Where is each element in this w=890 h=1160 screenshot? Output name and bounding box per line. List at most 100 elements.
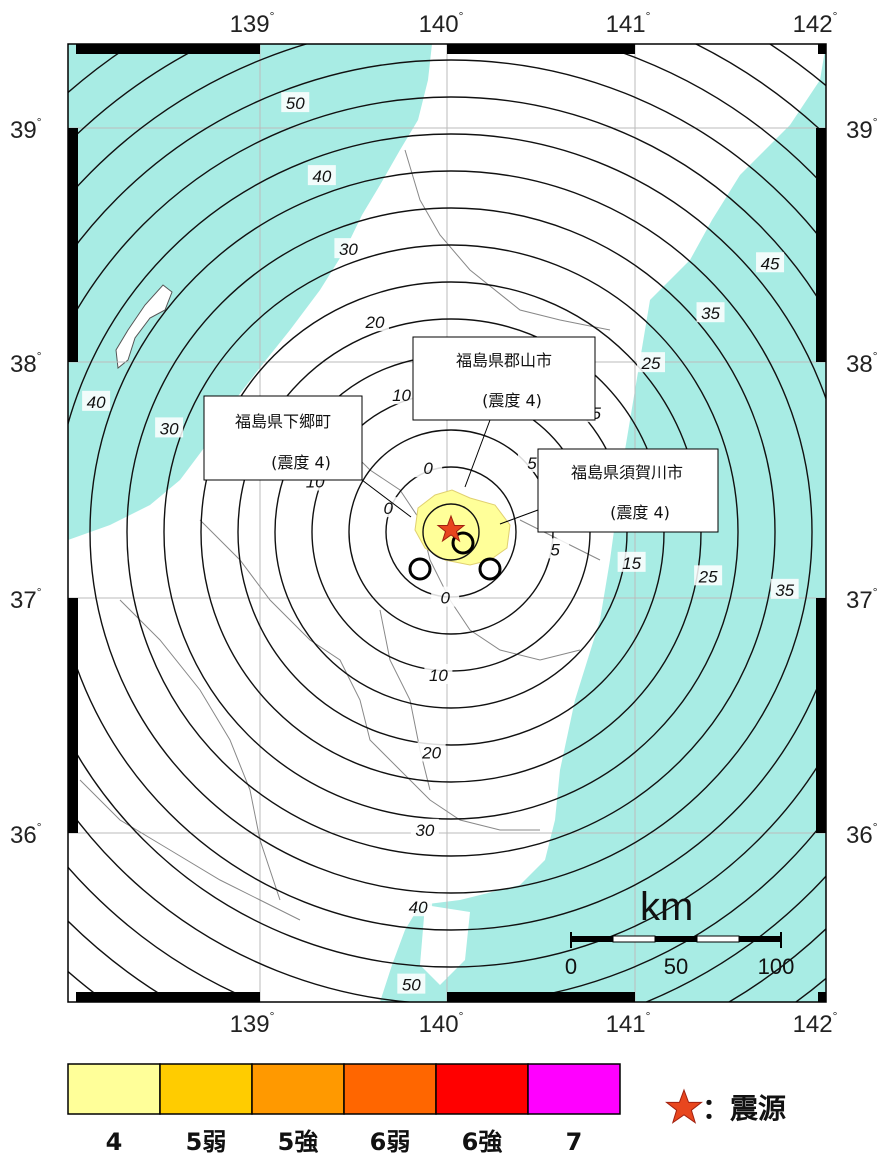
star-icon [665,1088,703,1124]
callouts: 福島県郡山市 (震度 4) 福島県下郷町 (震度 4) 福島県須賀川市 (震度 … [203,336,719,533]
callout-koriyama: 福島県郡山市 (震度 4) [412,336,596,421]
station-marker-sukagawa [478,557,502,581]
contour-label: 35 [775,581,794,600]
frame-tick [76,992,260,1002]
scale-bar: km 0 50 100 [565,885,794,979]
frame-ticks [68,44,826,1002]
lat-tick-right-37: 37° [846,585,878,614]
legend-swatch [67,1063,161,1115]
lon-tick-bottom-142: 142° [793,1009,838,1038]
lon-tick-bottom-141: 141° [606,1009,651,1038]
lat-ticks-right: 39° 38° 37° 36° [846,115,878,849]
lon-tick-top-139: 139° [230,9,275,38]
contour-label-bg [307,165,336,186]
epicenter-star-icon [436,514,466,543]
distance-contour [422,503,480,561]
lat-tick-left-39: 39° [10,115,42,144]
distance-contour [126,207,776,857]
legend-label: 5弱 [186,1128,227,1156]
legend-swatch [435,1063,529,1115]
contour-label-bg [414,457,443,478]
contour-label: 5 [527,454,537,473]
frame-tick [68,128,78,362]
lat-tick-left-36: 36° [10,820,42,849]
contour-label-bg [417,741,446,762]
legend-swatch [343,1063,437,1115]
contour-label-bg [374,497,403,518]
lon-ticks-bottom: 139° 140° 141° 142° [230,1009,838,1038]
legend-label: 5強 [278,1128,319,1156]
distance-contour [163,244,739,820]
contour-label: 5 [550,540,560,559]
contour-label: 40 [409,898,428,917]
contour-label: 25 [698,567,718,586]
lat-tick-left-37: 37° [10,585,42,614]
frame-tick [76,44,260,54]
legend-swatch [251,1063,345,1115]
callout-sukagawa-intensity: (震度 4) [610,503,670,522]
contour-label-bg [281,92,310,113]
callout-sukagawa-name: 福島県須賀川市 [571,463,683,482]
contour-label-bg [155,417,184,438]
legend-label: 6強 [462,1128,503,1156]
scale-tick-0: 0 [565,954,577,979]
contour-label: 10 [392,386,411,405]
lat-ticks-left: 39° 38° 37° 36° [10,115,42,849]
frame-tick [816,128,826,362]
callout-sukagawa: 福島県須賀川市 (震度 4) [537,448,719,533]
intensity-4-area [414,489,511,566]
distance-contour [68,133,826,931]
intensity-legend: 4 5弱 5強 6弱 6強 7 [67,1063,621,1156]
distance-contour [68,96,826,968]
lon-tick-top-142: 142° [793,9,838,38]
distance-contour [68,59,826,1002]
callout-shimogo: 福島県下郷町 (震度 4) [203,395,363,481]
epicenter-legend-label: ：震源 [702,1092,786,1125]
callout-shimogo-intensity: (震度 4) [271,453,331,472]
frame-tick [447,44,635,54]
legend-label: 4 [106,1128,123,1156]
contour-label: 20 [421,743,441,762]
lat-tick-left-38: 38° [10,349,42,378]
contour-label: 40 [312,167,331,186]
contour-label: 45 [761,254,780,273]
legend-swatch [159,1063,253,1115]
contour-label-bg [424,663,453,684]
contour-label-bg [431,586,460,607]
contour-label: 40 [87,393,106,412]
contour-label: 15 [622,554,641,573]
frame-tick [68,598,78,833]
contour-label-bg [82,390,111,411]
lat-tick-right-39: 39° [846,115,878,144]
lat-tick-right-36: 36° [846,820,878,849]
lon-ticks-top: 139° 140° 141° 142° [230,9,838,38]
contour-label-bg [694,565,723,586]
scale-tick-50: 50 [664,954,688,979]
epicenter-legend: ：震源 [665,1088,786,1125]
sado-island [115,284,173,369]
contour-label: 35 [701,304,720,323]
distance-contour [89,170,813,894]
scale-unit-label: km [640,885,693,929]
station-marker-shimogo [408,557,432,581]
frame-tick [818,992,826,1002]
contour-label: 50 [402,976,421,995]
contour-label-bg [756,252,785,273]
contour-label-bg [397,973,426,994]
callout-koriyama-name: 福島県郡山市 [456,351,552,370]
lat-tick-right-38: 38° [846,349,878,378]
legend-label: 6弱 [370,1128,411,1156]
contour-label: 50 [286,94,305,113]
contour-label-bg [334,238,363,259]
contour-label-bg [541,538,570,559]
contour-label-bg [770,578,799,599]
frame-tick [818,44,826,54]
station-marker-koriyama [451,531,475,555]
contour-label-bg [404,896,433,917]
contour-label: 30 [160,419,179,438]
legend-swatch [527,1063,621,1115]
sea-east [380,44,826,1002]
frame-tick [816,598,826,833]
contour-label: 20 [365,313,385,332]
